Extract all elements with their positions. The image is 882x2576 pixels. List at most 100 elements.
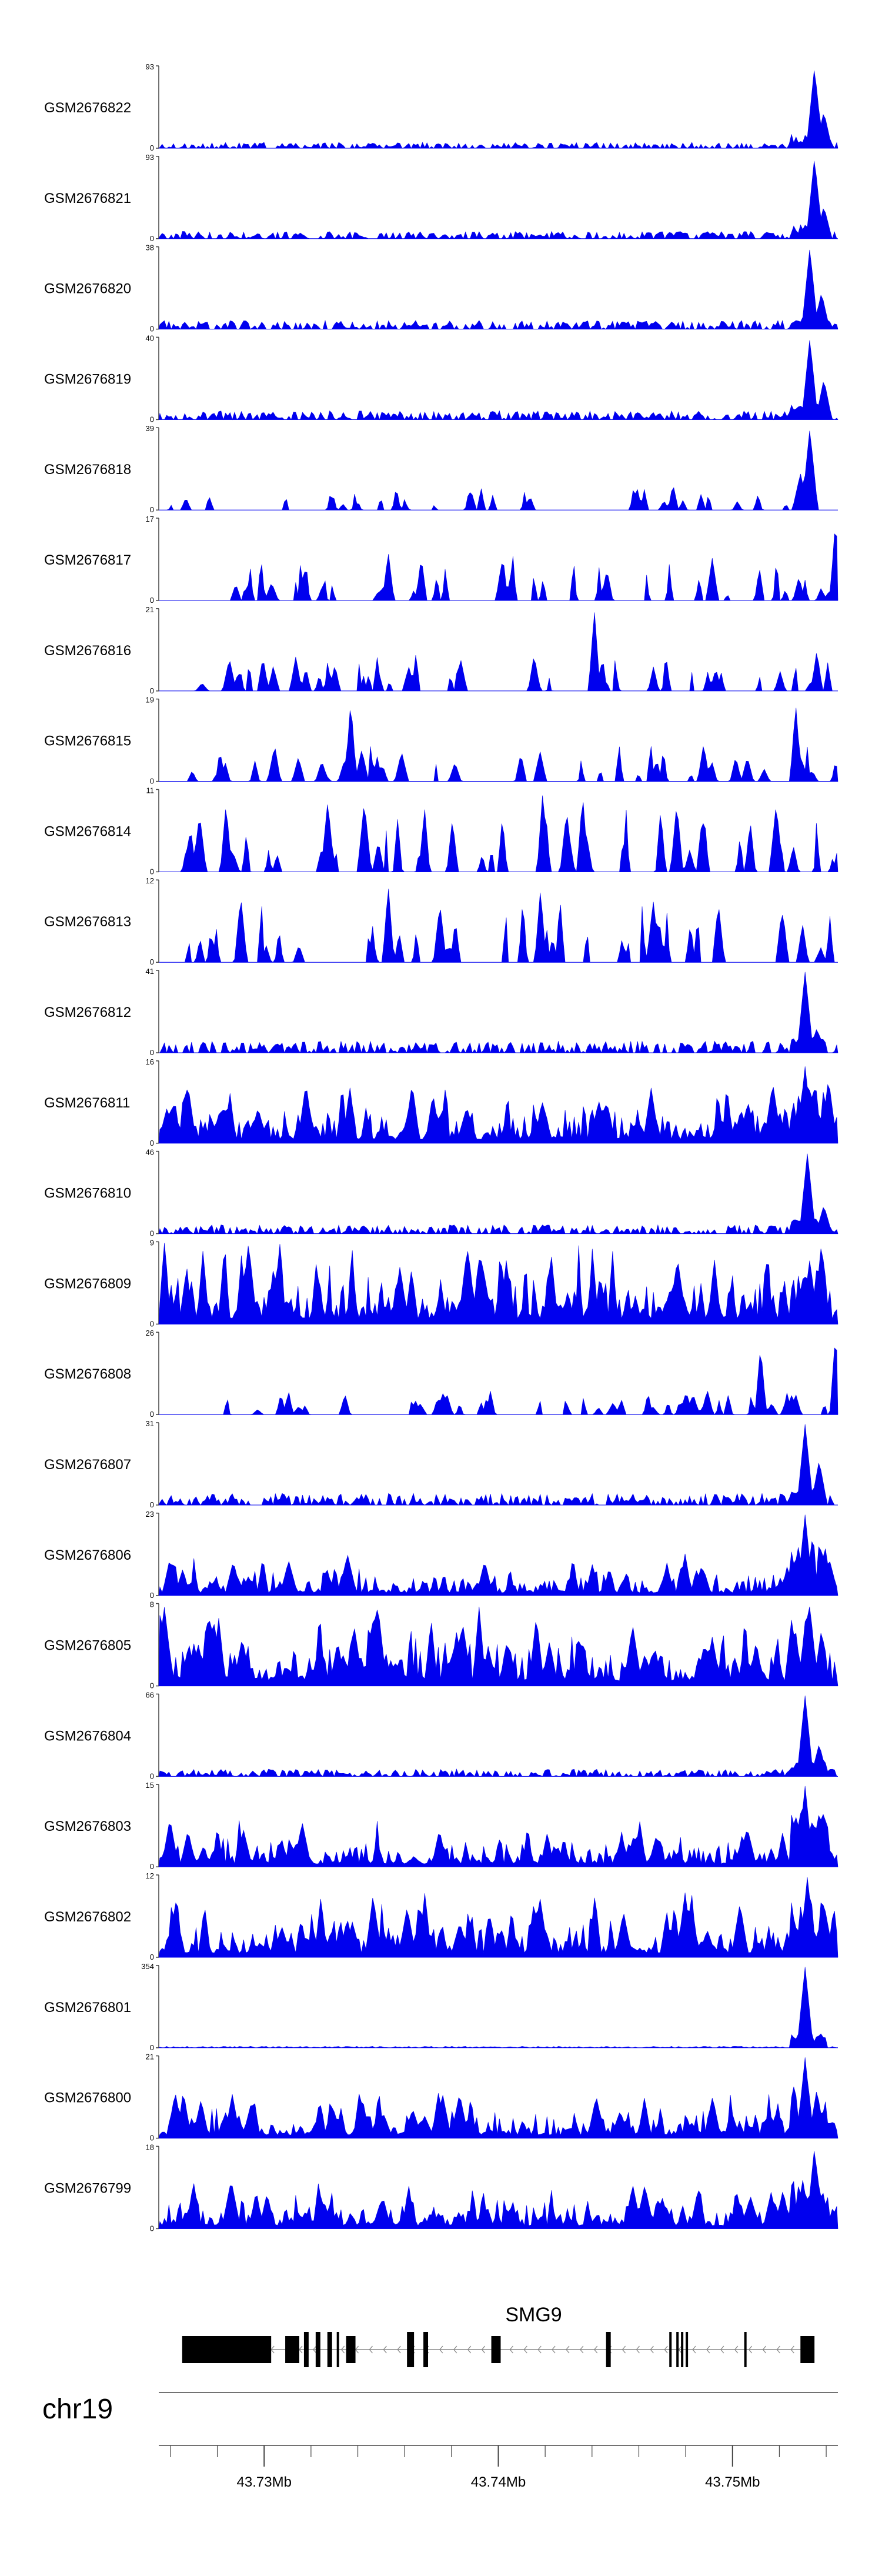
track-label: GSM2676814 (44, 823, 131, 839)
strand-chevron (481, 2345, 486, 2354)
track-label: GSM2676799 (44, 2180, 131, 2196)
chromosome-label: chr19 (42, 2394, 113, 2425)
track-ymin-label: 0 (150, 144, 154, 152)
strand-chevron (706, 2345, 710, 2354)
strand-chevron (650, 2345, 654, 2354)
track-ymax-label: 354 (141, 1962, 154, 1971)
track-ymax-label: 38 (146, 243, 154, 252)
track-ymax-label: 16 (146, 1057, 154, 1066)
track-label: GSM2676811 (44, 1095, 130, 1111)
track-label: GSM2676801 (44, 2000, 131, 2016)
track-GSM2676807: GSM2676807 31 0 (44, 1419, 838, 1509)
strand-chevron (523, 2345, 527, 2354)
track-ymax-label: 21 (146, 2053, 154, 2061)
track-signal-area (158, 1243, 838, 1324)
track-GSM2676805: GSM2676805 8 0 (44, 1600, 838, 1690)
track-ymax-label: 66 (146, 1690, 154, 1699)
track-signal-area (158, 1066, 838, 1144)
axis-tick-label: 43.75Mb (705, 2474, 760, 2490)
track-ymin-label: 0 (150, 867, 154, 876)
track-label: GSM2676817 (44, 552, 131, 568)
track-signal-area (159, 1347, 838, 1416)
strand-chevron (369, 2345, 373, 2354)
track-ymin-label: 0 (150, 1591, 154, 1600)
track-label: GSM2676804 (44, 1728, 131, 1744)
track-GSM2676822: GSM2676822 93 0 (44, 62, 838, 152)
strand-chevron (762, 2345, 767, 2354)
track-ymin-label: 0 (150, 2224, 154, 2233)
strand-chevron (509, 2345, 513, 2354)
track-signal-area (159, 612, 838, 692)
strand-chevron (580, 2345, 584, 2354)
track-ymin-label: 0 (150, 1048, 154, 1057)
gene-exon (744, 2332, 747, 2367)
track-label: GSM2676808 (44, 1366, 131, 1382)
track-signal-area (158, 70, 838, 149)
strand-chevron (776, 2345, 780, 2354)
track-label: GSM2676821 (44, 191, 131, 206)
strand-chevron (397, 2345, 401, 2354)
strand-chevron (439, 2345, 443, 2354)
track-GSM2676810: GSM2676810 46 0 (44, 1148, 838, 1238)
gene-exons (182, 2332, 815, 2367)
track-label: GSM2676803 (44, 1818, 131, 1834)
track-GSM2676820: GSM2676820 38 0 (44, 243, 838, 333)
track-signal-area (158, 1606, 838, 1686)
track-label: GSM2676806 (44, 1547, 131, 1563)
track-GSM2676812: GSM2676812 41 0 (44, 967, 838, 1057)
track-GSM2676814: GSM2676814 11 0 (44, 786, 838, 876)
track-ymax-label: 26 (146, 1329, 154, 1337)
track-GSM2676816: GSM2676816 21 0 (44, 605, 838, 695)
track-GSM2676804: GSM2676804 66 0 (44, 1690, 838, 1780)
track-ymax-label: 39 (146, 424, 154, 433)
track-GSM2676817: GSM2676817 17 0 (44, 515, 838, 605)
strand-chevron (383, 2345, 387, 2354)
track-signal-area (159, 795, 838, 873)
strand-chevron (552, 2345, 556, 2354)
track-ymax-label: 12 (146, 1871, 154, 1880)
track-ymin-label: 0 (150, 2134, 154, 2143)
track-ymin-label: 0 (150, 1953, 154, 1961)
track-GSM2676819: GSM2676819 40 0 (44, 333, 838, 423)
gene-exon (676, 2332, 679, 2367)
track-signal-area (158, 2057, 838, 2138)
track-signal-area (158, 1967, 838, 2048)
track-GSM2676801: GSM2676801 354 0 (44, 1962, 838, 2052)
track-ymax-label: 11 (146, 786, 155, 795)
strand-chevron (355, 2345, 359, 2354)
track-ymax-label: 40 (146, 333, 154, 342)
genome-axis: chr19 43.73Mb 43.74Mb 43.75Mb (42, 2392, 838, 2490)
track-GSM2676808: GSM2676808 26 0 (44, 1329, 838, 1419)
track-ymax-label: 46 (146, 1148, 154, 1157)
track-signal-area (159, 889, 838, 963)
track-ymax-label: 12 (146, 876, 154, 885)
strand-chevron (664, 2345, 668, 2354)
track-signal-area (158, 340, 838, 421)
track-GSM2676800: GSM2676800 21 0 (44, 2053, 838, 2143)
strand-chevron (340, 2345, 345, 2354)
gene-exon (606, 2332, 611, 2367)
track-signal-area (159, 972, 838, 1054)
track-ymin-label: 0 (150, 1139, 154, 1147)
track-signal-area (158, 249, 838, 330)
strand-chevron (467, 2345, 472, 2354)
track-GSM2676811: GSM2676811 16 0 (44, 1057, 838, 1147)
gene-exon (327, 2332, 332, 2367)
strand-chevron (622, 2345, 626, 2354)
track-ymin-label: 0 (150, 1862, 154, 1871)
axis-tick-label: 43.73Mb (237, 2474, 292, 2490)
gene-exon (303, 2332, 309, 2367)
strand-chevron (537, 2345, 542, 2354)
track-label: GSM2676816 (44, 643, 131, 659)
gene-exon (407, 2332, 415, 2367)
track-ymax-label: 18 (146, 2143, 154, 2151)
axis-tick-label: 43.74Mb (471, 2474, 526, 2490)
track-GSM2676802: GSM2676802 12 0 (44, 1871, 838, 1961)
track-ymin-label: 0 (150, 415, 154, 423)
track-ymin-label: 0 (150, 957, 154, 966)
track-label: GSM2676820 (44, 281, 131, 297)
track-signal-area (158, 1424, 838, 1506)
strand-chevron (636, 2345, 640, 2354)
track-signal-area (158, 1153, 838, 1234)
gene-track: SMG9 (182, 2304, 815, 2367)
